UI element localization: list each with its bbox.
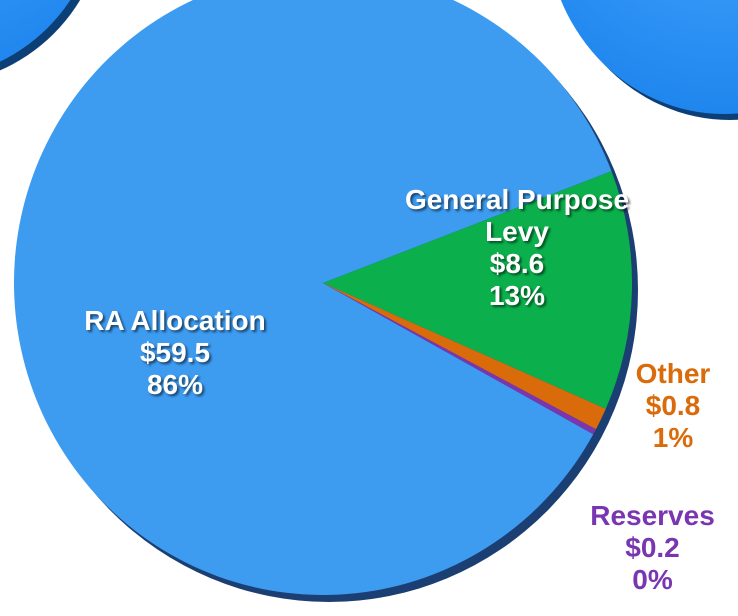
pie-slice	[14, 0, 612, 595]
value-label: $59.5	[139, 337, 211, 368]
value-label: $8.6	[489, 248, 545, 279]
decor-circle	[560, 0, 738, 114]
slice-label: RA Allocation $59.5 86%	[75, 305, 275, 401]
pie-slice	[323, 171, 632, 409]
pie	[14, 0, 632, 595]
percent-label: 13%	[488, 280, 546, 311]
value-label: $0.2	[625, 532, 680, 563]
slice-name: Other	[635, 358, 711, 389]
slice-name: General Purpose Levy	[404, 184, 630, 247]
slice-name: RA Allocation	[84, 305, 266, 336]
percent-label: 86%	[146, 369, 204, 400]
value-label: $0.8	[645, 390, 701, 421]
slice-label: General Purpose Levy $8.6 13%	[387, 184, 647, 312]
percent-label: 0%	[632, 564, 673, 595]
pie-slice	[323, 283, 596, 435]
pie-slice	[323, 283, 606, 430]
slice-name: Reserves	[590, 500, 715, 531]
slice-label: Other $0.8 1%	[623, 358, 723, 454]
percent-label: 1%	[652, 422, 694, 453]
slice-label: Reserves $0.2 0%	[565, 500, 738, 596]
decor-circle	[0, 0, 71, 62]
